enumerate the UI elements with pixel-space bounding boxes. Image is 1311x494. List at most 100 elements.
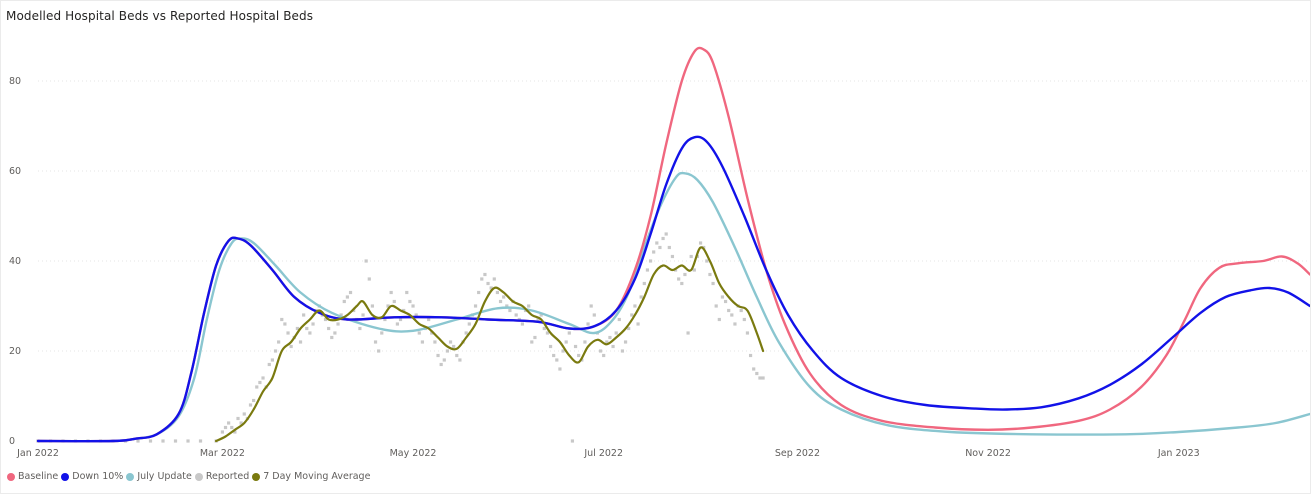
reported-point [386,304,390,308]
reported-point [648,259,653,263]
reported-point [636,322,640,326]
reported-point [242,412,246,416]
reported-point [489,286,493,290]
reported-point [220,430,224,434]
reported-point [592,313,596,317]
x-tick-label: Mar 2022 [200,448,245,459]
reported-point [439,362,443,367]
reported-point [598,349,603,353]
reported-point [417,331,421,335]
reported-point [267,362,271,367]
reported-point [564,340,568,344]
legend-item-down-10[interactable]: Down 10% [61,471,123,482]
legend-item-july-update[interactable]: July Update [126,471,192,482]
y-tick-label: 40 [9,256,21,267]
line-baseline [36,46,1310,443]
reported-point [545,331,550,335]
reported-point [327,326,331,331]
legend-label: Baseline [18,471,59,482]
reported-point [658,245,662,250]
reported-point [705,259,709,263]
x-axis-ticks: Jan 2022 Mar 2022 May 2022 Jul 2022 Sep 2022… [16,448,1200,459]
reported-point [477,290,481,295]
reported-point [148,439,153,443]
reported-point [708,272,712,277]
reported-point [395,322,400,326]
reported-point [683,272,687,277]
reported-point [570,439,575,443]
y-axis-ticks: 0 20 40 60 80 [9,76,21,447]
reported-point [452,344,456,349]
reported-point [427,317,431,322]
reported-point [752,367,756,371]
legend-swatch [194,472,203,481]
line-july-update [36,171,1310,443]
grid-lines [38,80,1310,352]
reported-point [630,313,634,317]
reported-point [227,421,231,425]
reported-point [408,299,412,304]
series-july-update [36,171,1310,443]
reported-point [623,340,628,344]
reported-point [739,308,743,313]
reported-point [173,439,178,443]
reported-point [348,290,353,295]
reported-point [258,380,262,385]
legend-swatch [126,472,135,481]
reported-point [617,317,621,322]
legend-swatch [61,472,70,481]
reported-point [305,326,309,331]
reported-point [698,241,703,245]
reported-point [627,326,631,331]
reported-point [533,335,537,340]
y-tick-label: 80 [9,76,21,87]
reported-point [448,340,453,344]
reported-point [727,308,731,313]
reported-point [405,290,409,295]
reported-point [473,304,478,308]
reported-point [273,349,278,353]
reported-point [467,322,471,326]
reported-point [730,313,734,317]
reported-point [380,331,384,335]
reported-point [483,272,487,277]
reported-point [561,349,565,353]
reported-point [280,317,284,322]
reported-point [670,254,675,259]
reported-point [577,353,581,358]
legend-item-reported[interactable]: Reported [194,471,250,482]
reported-point [602,353,606,358]
reported-point [633,304,637,308]
reported-point [255,385,259,389]
reported-point [677,277,681,281]
legend-item-7-day-moving-average[interactable]: 7 Day Moving Average [252,471,370,482]
reported-point [611,344,615,349]
reported-point [548,344,553,349]
reported-point [527,304,531,308]
reported-point [136,439,140,443]
reported-point [605,340,609,344]
reported-point [714,304,718,308]
reported-point [252,398,256,403]
reported-point [542,326,546,331]
legend-label: Reported [205,471,250,482]
reported-point [289,344,293,349]
reported-point [336,322,340,326]
reported-point [436,353,440,358]
legend-label: July Update [137,471,192,482]
series-7-day-moving-average [215,246,765,443]
legend-label: Down 10% [72,471,124,482]
reported-point [480,277,484,281]
legend-item-baseline[interactable]: Baseline [7,471,58,482]
reported-point [711,281,715,286]
reported-point [761,376,765,380]
x-tick-label: Jan 2022 [16,448,59,459]
legend-swatch [252,472,261,481]
reported-point [555,358,559,362]
reported-point [745,331,750,335]
reported-point [236,416,240,421]
reported-point [458,358,462,362]
reported-point [161,439,165,443]
legend-label: 7 Day Moving Average [263,471,371,482]
reported-point [614,331,618,335]
